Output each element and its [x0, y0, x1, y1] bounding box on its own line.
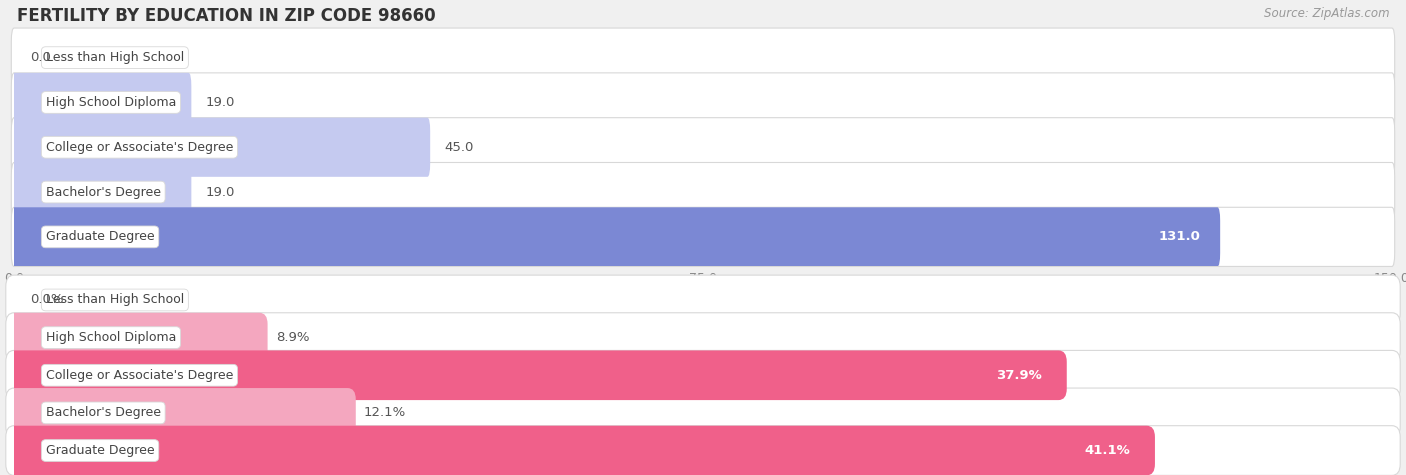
Text: 131.0: 131.0	[1159, 230, 1201, 243]
Text: Bachelor's Degree: Bachelor's Degree	[46, 186, 160, 199]
Text: 41.1%: 41.1%	[1084, 444, 1130, 457]
FancyBboxPatch shape	[6, 351, 1400, 400]
Text: Less than High School: Less than High School	[46, 294, 184, 306]
Text: 45.0: 45.0	[444, 141, 474, 154]
FancyBboxPatch shape	[11, 162, 1395, 222]
FancyBboxPatch shape	[11, 73, 1395, 132]
FancyBboxPatch shape	[11, 118, 1395, 177]
Text: Less than High School: Less than High School	[46, 51, 184, 64]
FancyBboxPatch shape	[6, 388, 1400, 438]
FancyBboxPatch shape	[6, 275, 1400, 325]
FancyBboxPatch shape	[11, 162, 191, 222]
Text: Graduate Degree: Graduate Degree	[46, 444, 155, 457]
FancyBboxPatch shape	[11, 207, 1395, 266]
FancyBboxPatch shape	[11, 207, 1220, 266]
Text: High School Diploma: High School Diploma	[46, 96, 176, 109]
FancyBboxPatch shape	[11, 28, 1395, 87]
Text: Source: ZipAtlas.com: Source: ZipAtlas.com	[1264, 7, 1389, 20]
Text: Graduate Degree: Graduate Degree	[46, 230, 155, 243]
FancyBboxPatch shape	[6, 313, 267, 362]
FancyBboxPatch shape	[6, 351, 1067, 400]
Text: 19.0: 19.0	[205, 96, 235, 109]
Text: College or Associate's Degree: College or Associate's Degree	[46, 369, 233, 382]
FancyBboxPatch shape	[6, 426, 1154, 475]
Text: 0.0: 0.0	[31, 51, 52, 64]
Text: Bachelor's Degree: Bachelor's Degree	[46, 407, 160, 419]
FancyBboxPatch shape	[11, 118, 430, 177]
Text: High School Diploma: High School Diploma	[46, 331, 176, 344]
Text: 8.9%: 8.9%	[276, 331, 309, 344]
Text: 12.1%: 12.1%	[364, 407, 406, 419]
Text: 19.0: 19.0	[205, 186, 235, 199]
FancyBboxPatch shape	[6, 388, 356, 438]
Text: 0.0%: 0.0%	[31, 294, 65, 306]
Text: FERTILITY BY EDUCATION IN ZIP CODE 98660: FERTILITY BY EDUCATION IN ZIP CODE 98660	[17, 7, 436, 25]
FancyBboxPatch shape	[11, 73, 191, 132]
Text: 37.9%: 37.9%	[997, 369, 1042, 382]
FancyBboxPatch shape	[6, 426, 1400, 475]
Text: College or Associate's Degree: College or Associate's Degree	[46, 141, 233, 154]
FancyBboxPatch shape	[6, 313, 1400, 362]
